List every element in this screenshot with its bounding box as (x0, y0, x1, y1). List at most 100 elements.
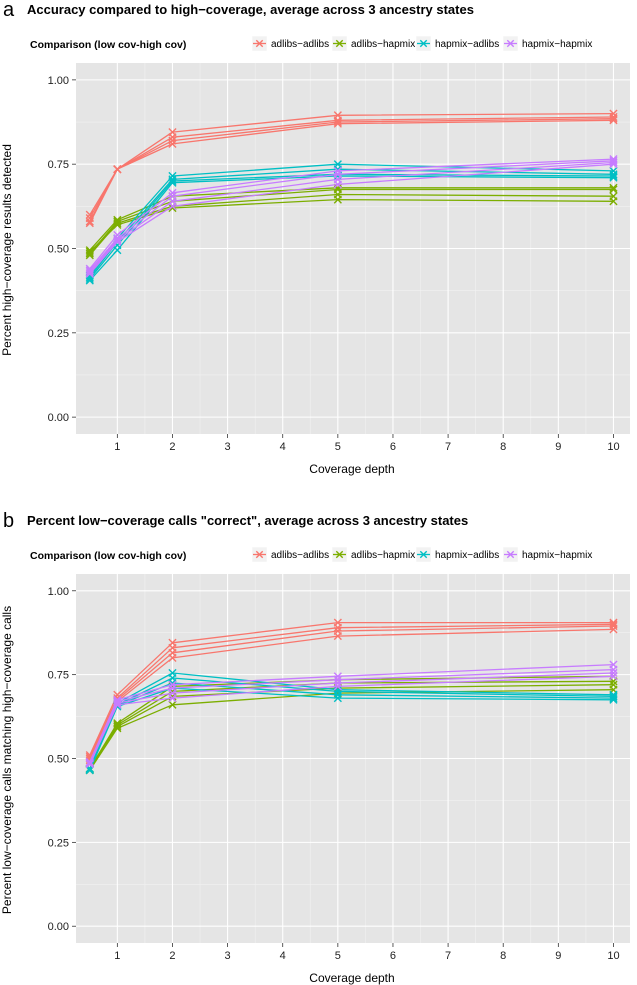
panel-a-legend-key-cross (419, 39, 428, 48)
panel-a-series-adlibs-hapmix-6-point-stroke-2 (85, 251, 94, 260)
panel-b-x-tick-label: 5 (335, 950, 341, 962)
panel-b-x-tick-label: 3 (225, 950, 231, 962)
panel-b-legend-label: hapmix−adlibs (435, 550, 499, 561)
panel-b-series-adlibs-hapmix-6-point-stroke-2 (113, 722, 122, 731)
panel-a-legend-key-cross-stroke-2 (335, 39, 344, 48)
panel-b-series-adlibs-adlibs-3-point (609, 625, 618, 634)
panel-b-series-adlibs-adlibs-3-point-stroke-2 (609, 625, 618, 634)
panel-a-x-tick-label: 1 (114, 441, 120, 453)
panel-b-series-hapmix-hapmix-12-point (168, 680, 177, 689)
panel-b-legend-key-cross (506, 550, 515, 559)
panel-a-series-hapmix-hapmix-12-point-stroke-2 (333, 166, 342, 176)
panel-a-series-adlibs-adlibs-3-point (168, 139, 177, 149)
panel-b-legend-title: Comparison (low cov-high cov) (30, 550, 186, 562)
panel-a-series-hapmix-hapmix-15-point-stroke-2 (113, 237, 122, 246)
panel-a-legend-key-cross (506, 39, 515, 48)
panel-a-series-adlibs-adlibs-3-point (113, 165, 122, 174)
panel-b-series-hapmix-adlibs-9-point-stroke-2 (609, 692, 618, 701)
panel-a-series-hapmix-adlibs-9-point-stroke-2 (168, 175, 177, 184)
panel-a-series-adlibs-hapmix-7-point (113, 220, 122, 229)
panel-b-x-tick-label: 4 (280, 950, 286, 962)
panel-a-series-adlibs-adlibs-1-point-stroke-2 (168, 133, 177, 142)
panel-a-x-tick-label: 4 (280, 441, 286, 453)
panel-a-series-adlibs-hapmix-7-point-stroke-2 (609, 197, 618, 206)
panel-b-series-hapmix-hapmix-15-point (609, 672, 618, 681)
panel-a-series-hapmix-hapmix-12-point (333, 166, 342, 176)
panel-b-legend-key-cross (255, 550, 264, 559)
panel-b-series-adlibs-adlibs-0-point-stroke-2 (609, 618, 618, 627)
panel-a-series-hapmix-adlibs-11-point (85, 276, 94, 285)
panel-a-series-adlibs-adlibs-3 (85, 116, 618, 228)
panel-a-series-adlibs-hapmix-5-point-stroke-2 (609, 185, 618, 194)
panel-a-series-hapmix-adlibs-11-point (609, 173, 618, 182)
panel-b-x-tick-label: 10 (607, 950, 619, 962)
panel-a-series-hapmix-adlibs-10-point (609, 171, 618, 181)
panel-a-series-hapmix-hapmix-15-point-stroke-2 (609, 160, 618, 169)
panel-a-y-tick-label: 0.25 (48, 328, 69, 340)
panel-b-series-hapmix-hapmix-15-point (113, 700, 122, 709)
panel-a-series-hapmix-hapmix-15-point (609, 160, 618, 169)
panel-b-series-hapmix-adlibs-10-point (333, 690, 342, 699)
panel-a-series-hapmix-hapmix-13-point-stroke-2 (85, 266, 94, 275)
panel-b-legend-key-cross (335, 550, 344, 559)
panel-a-x-tick-label: 3 (225, 441, 231, 453)
panel-a-series-adlibs-hapmix-7-point (609, 197, 618, 206)
panel-a-series-adlibs-hapmix-7-point (85, 247, 94, 256)
panel-b-series-adlibs-adlibs-1-point (333, 623, 342, 632)
panel-a-series-adlibs-adlibs-1-point (168, 133, 177, 142)
panel-a-series-adlibs-adlibs-3-point (333, 119, 342, 128)
panel-a-series-adlibs-adlibs-2-point-stroke-2 (168, 136, 177, 145)
panel-b-x-axis-label: Coverage depth (309, 971, 394, 985)
panel-a-series-adlibs-adlibs-3-point-stroke-2 (168, 139, 177, 149)
panel-a-legend-key-cross-stroke-2 (419, 39, 428, 48)
panel-a-legend: adlibs−adlibs adlibs−hapmix hapmix−adlibs h… (251, 35, 592, 52)
panel-a-legend-key-0: adlibs−adlibs (251, 35, 329, 52)
panel-b-series-hapmix-hapmix-13-point (609, 665, 618, 674)
panel-a-series-adlibs-hapmix-7-point-stroke-2 (333, 195, 342, 204)
panel-a-chart: 0.00 0.25 0.50 0.75 1.00 1 2 3 4 5 6 7 8 9 10 adlibs−ad… (48, 35, 630, 453)
panel-b-series-hapmix-adlibs-11-point (85, 766, 94, 775)
panel-b-series-adlibs-hapmix-7-point (113, 724, 122, 733)
panel-b-series-hapmix-hapmix-13-point-stroke-2 (609, 665, 618, 674)
panel-a-series-hapmix-adlibs-11-point-stroke-2 (168, 178, 177, 187)
panel-b-series-hapmix-hapmix-15-point-stroke-2 (168, 694, 177, 703)
panel-a-x-tick-label: 7 (445, 441, 451, 453)
panel-a-series-hapmix-adlibs-10-point-stroke-2 (168, 176, 177, 186)
panel-b-series-adlibs-hapmix-7-point-stroke-2 (113, 724, 122, 733)
panel-b-x-tick-label: 9 (555, 950, 561, 962)
panel-a-series-adlibs-hapmix-6-point (85, 251, 94, 260)
panel-b-series-adlibs-hapmix-6-point (113, 722, 122, 731)
panel-a-series-adlibs-hapmix-6-point (113, 219, 122, 228)
panel-b-legend: adlibs−adlibs adlibs−hapmix hapmix−adlibs h… (251, 546, 592, 563)
panel-b-series-hapmix-hapmix-14-point (113, 699, 122, 708)
panel-a-series-hapmix-adlibs-9-point-stroke-2 (609, 170, 618, 179)
panel-b-series-adlibs-adlibs-2-point (609, 621, 618, 631)
panel-b-series-hapmix-hapmix-15-point-stroke-2 (333, 682, 342, 691)
panel-a-legend-key-cross (335, 39, 344, 48)
panel-a-x-tick-label: 5 (335, 441, 341, 453)
panel-a-series-adlibs-adlibs-3-point-stroke-2 (333, 119, 342, 128)
panel-b-chart: 0.00 0.25 0.50 0.75 1.00 1 2 3 4 5 6 7 8 9 10 adlibs−ad… (48, 546, 630, 962)
panel-a-series-hapmix-hapmix-14-point-stroke-2 (113, 235, 122, 245)
panel-a-series-adlibs-hapmix-7-point (333, 195, 342, 204)
panel-b-series-hapmix-hapmix-13-point (333, 675, 342, 684)
panel-a-series-adlibs-hapmix-7-point-stroke-2 (85, 247, 94, 256)
panel-b-series-adlibs-hapmix-7-point (168, 700, 177, 709)
panel-a-series-hapmix-adlibs-11-point (168, 178, 177, 187)
panel-a-x-tick-label: 10 (607, 441, 619, 453)
panel-a-x-tick-label: 9 (555, 441, 561, 453)
panel-b-series-hapmix-hapmix-15 (85, 672, 618, 769)
panel-b-series-adlibs-adlibs-3-point (168, 653, 177, 662)
panel-a-y-tick-label: 0.00 (48, 412, 69, 424)
panel-b-y-tick-label: 1.00 (48, 586, 69, 598)
panel-a-series-hapmix-hapmix-12-point-stroke-2 (168, 188, 177, 197)
panel-a-legend-title: Comparison (low cov-high cov) (30, 39, 186, 51)
panel-b-legend-key-cross-stroke-2 (506, 550, 515, 559)
panel-a-series-adlibs-hapmix-6-point-stroke-2 (113, 219, 122, 228)
panel-a-legend-key-3: hapmix−hapmix (502, 35, 592, 52)
panel-b-series-hapmix-hapmix-12-point-stroke-2 (333, 672, 342, 681)
panel-a-series-adlibs-hapmix-5-point (609, 185, 618, 194)
panel-a-series-hapmix-adlibs-11-point-stroke-2 (609, 173, 618, 182)
panel-b-series-hapmix-adlibs-9-point (609, 692, 618, 701)
panel-b-series-hapmix-adlibs-10-point-stroke-2 (609, 694, 618, 703)
